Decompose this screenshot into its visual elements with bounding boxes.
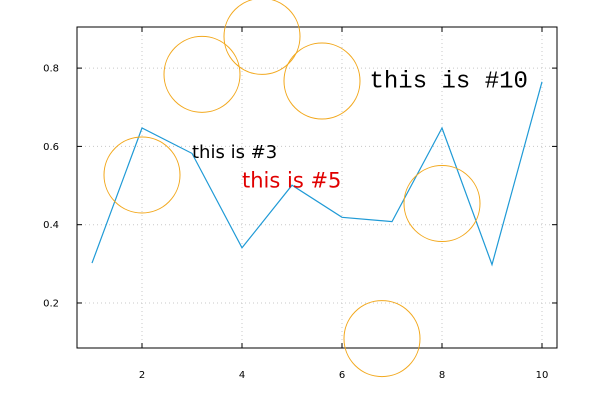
x-tick-label: 10 bbox=[536, 370, 549, 381]
x-tick-label: 8 bbox=[439, 370, 445, 381]
bubble-markers bbox=[103, 0, 481, 378]
x-tick-label: 6 bbox=[339, 370, 345, 381]
series-line-1 bbox=[91, 81, 543, 267]
data-series bbox=[91, 81, 543, 267]
y-tick-label: 0.6 bbox=[43, 142, 59, 153]
bubble-marker bbox=[103, 136, 181, 214]
bubble-marker bbox=[163, 35, 241, 113]
y-tick-label: 0.8 bbox=[43, 64, 59, 75]
annotation-label: this is #10 bbox=[370, 69, 528, 96]
annotation-label: this is #3 bbox=[192, 142, 277, 163]
axis-tick-labels: 2 4 6 8 10 0.2 0.4 0.6 0.8 bbox=[43, 64, 548, 381]
bubble-marker bbox=[283, 42, 361, 120]
axis-ticks bbox=[77, 27, 557, 348]
plot-frame bbox=[76, 26, 558, 349]
y-tick-label: 0.2 bbox=[43, 298, 59, 309]
annotation-label: this is #5 bbox=[242, 169, 341, 193]
bubble-marker bbox=[403, 165, 481, 243]
bubble-marker bbox=[343, 300, 421, 378]
annotations: this is #3 this is #5 this is #10 bbox=[192, 69, 528, 193]
x-tick-label: 4 bbox=[239, 370, 245, 381]
x-tick-label: 2 bbox=[139, 370, 145, 381]
y-tick-label: 0.4 bbox=[43, 220, 59, 231]
bubble-marker bbox=[223, 0, 301, 75]
grid-lines bbox=[77, 27, 557, 348]
